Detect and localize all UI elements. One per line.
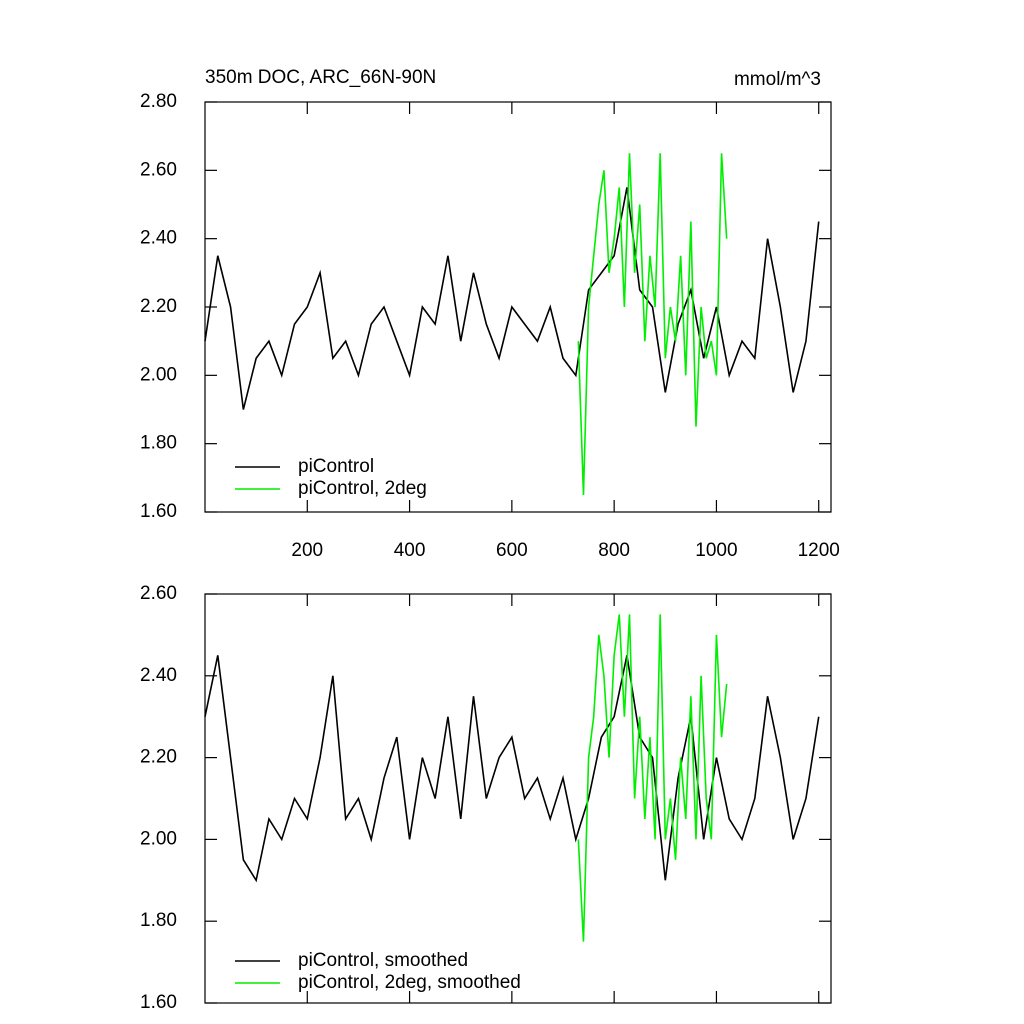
data-line [204,187,820,410]
y-tick-label: 2.00 [140,828,177,849]
plot-frame [204,101,832,513]
data-line [577,153,728,495]
x-tick-label: 600 [496,540,528,561]
legend-label: piControl, 2deg [298,478,427,499]
x-tick-label: 200 [291,540,323,561]
y-tick-label: 1.80 [140,433,177,454]
y-tick-label: 1.60 [140,992,177,1013]
data-line [577,614,728,942]
y-tick-label: 2.60 [140,159,177,180]
x-tick-label: 400 [394,540,426,561]
y-tick-label: 2.00 [140,364,177,385]
y-tick-label: 1.80 [140,910,177,931]
legend-label: piControl [298,456,374,477]
data-line [204,655,820,883]
y-tick-label: 2.40 [140,665,177,686]
x-tick-label: 800 [598,540,630,561]
legend-label: piControl, smoothed [298,950,468,971]
y-tick-label: 2.20 [140,747,177,768]
plot-frame [204,593,832,1004]
y-tick-label: 2.20 [140,296,177,317]
x-tick-label: 1200 [798,540,840,561]
legend-label: piControl, 2deg, smoothed [298,972,521,993]
y-tick-label: 2.40 [140,228,177,249]
units-label: mmol/m^3 [734,69,821,90]
y-tick-label: 1.60 [140,501,177,522]
chart-title: 350m DOC, ARC_66N-90N [205,67,436,88]
x-tick-label: 1000 [695,540,737,561]
y-tick-label: 2.60 [140,583,177,604]
y-tick-label: 2.80 [140,91,177,112]
